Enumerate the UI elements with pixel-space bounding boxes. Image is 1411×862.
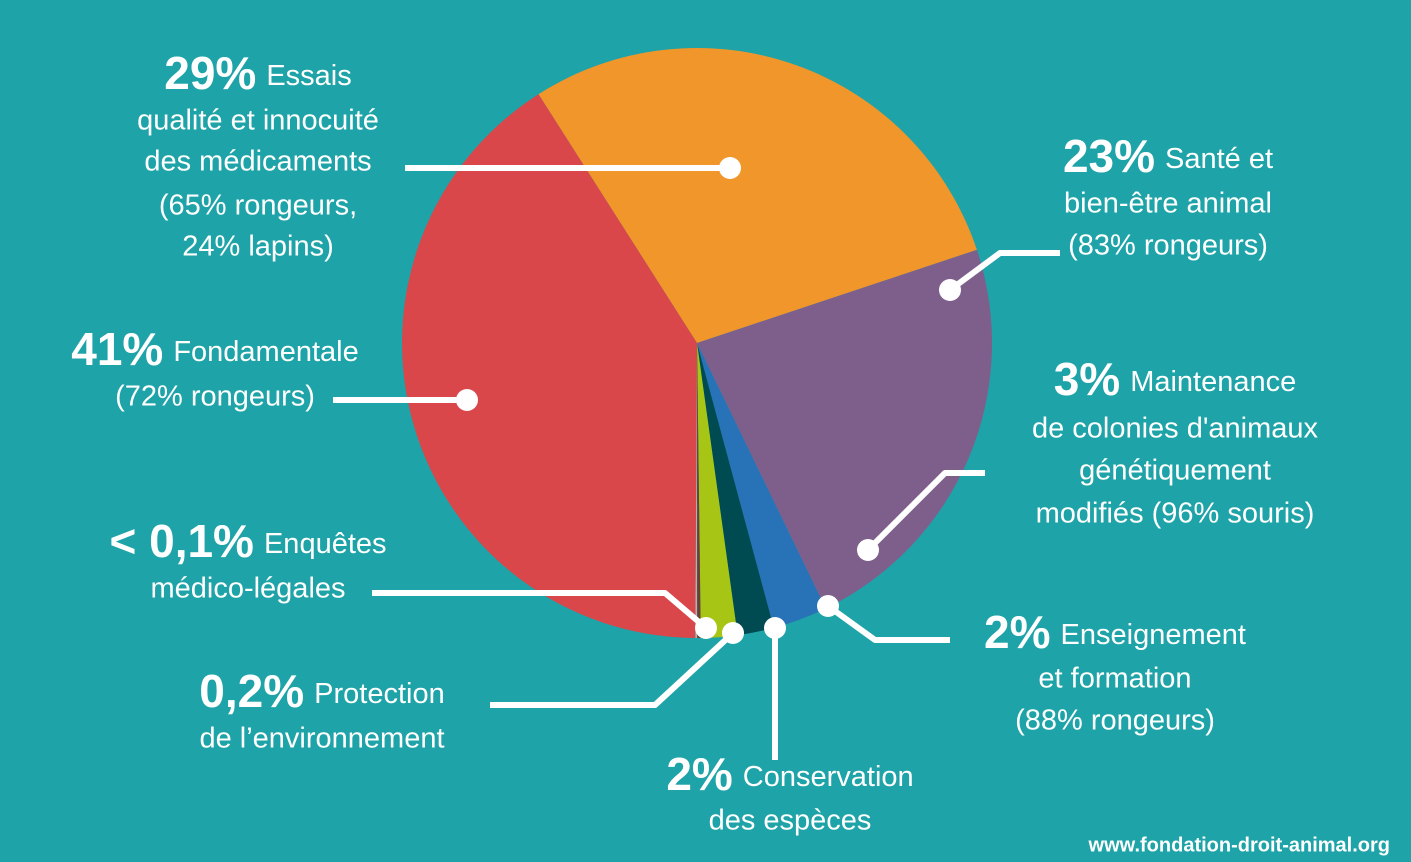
pie-slice	[697, 343, 701, 638]
leader-line	[826, 603, 950, 643]
value-label: 0,2%	[199, 665, 304, 717]
slice-label: (88% rongeurs)	[1015, 705, 1215, 737]
category-label: Santé et	[1165, 143, 1273, 175]
leader-dot	[764, 617, 786, 639]
pie-slice	[402, 94, 697, 638]
slice-label: 24% lapins)	[182, 231, 334, 263]
leader-dot	[719, 157, 741, 179]
slice-label: de l’environnement	[199, 723, 444, 755]
pie-slice	[697, 249, 992, 609]
leader-dot	[456, 389, 478, 411]
slice-label: 2% Enseignement	[984, 606, 1246, 658]
slice-label: 23% Santé et	[1063, 130, 1273, 182]
category-label: Enquêtes	[264, 528, 387, 560]
slice-label: (72% rongeurs)	[115, 381, 315, 413]
leader-line	[490, 630, 736, 708]
pie-slice	[538, 47, 977, 343]
value-label: 41%	[71, 323, 163, 375]
pie-slice	[697, 343, 826, 628]
category-label: Maintenance	[1130, 366, 1296, 398]
leader-line	[948, 250, 1060, 293]
leader-dot	[817, 595, 839, 617]
slice-label: 29% Essais	[164, 47, 352, 99]
value-label: 29%	[164, 47, 256, 99]
leader-line	[865, 470, 985, 553]
pie-slice	[695, 343, 698, 639]
value-label: 3%	[1054, 353, 1120, 405]
leader-dot	[857, 539, 879, 561]
category-label: Enseignement	[1061, 619, 1246, 651]
pie-slice	[697, 343, 738, 638]
slice-label: bien-être animal	[1064, 188, 1272, 220]
value-label: 2%	[984, 606, 1050, 658]
leader-dot	[939, 279, 961, 301]
slice-label: et formation	[1038, 663, 1191, 695]
category-label: Conservation	[743, 761, 914, 793]
slice-label: génétiquement	[1079, 455, 1271, 487]
slice-label: 2% Conservation	[666, 748, 913, 800]
category-label: Essais	[266, 60, 351, 92]
slice-label: 3% Maintenance	[1054, 353, 1297, 405]
value-label: < 0,1%	[109, 515, 254, 567]
leader-dot	[722, 622, 744, 644]
category-label: Fondamentale	[173, 336, 358, 368]
leader-dot	[695, 617, 717, 639]
slice-label: (65% rongeurs,	[159, 190, 357, 222]
slice-label: qualité et innocuité	[137, 105, 379, 137]
slice-label: des espèces	[709, 805, 872, 837]
leader-line	[372, 590, 708, 631]
slice-label: (83% rongeurs)	[1068, 230, 1268, 262]
slice-label: 41% Fondamentale	[71, 323, 358, 375]
source: www.fondation-droit-animal.org	[1088, 834, 1390, 856]
slice-label: modifiés (96% souris)	[1036, 498, 1315, 530]
slice-label: < 0,1% Enquêtes	[109, 515, 386, 567]
value-label: 2%	[666, 748, 732, 800]
slice-label: des médicaments	[144, 146, 371, 178]
pie-slice	[697, 343, 774, 636]
slice-label: médico-légales	[150, 573, 345, 605]
slice-label: 0,2% Protection	[199, 665, 444, 717]
value-label: 23%	[1063, 130, 1155, 182]
category-label: Protection	[314, 678, 445, 710]
slice-label: de colonies d'animaux	[1032, 413, 1319, 445]
